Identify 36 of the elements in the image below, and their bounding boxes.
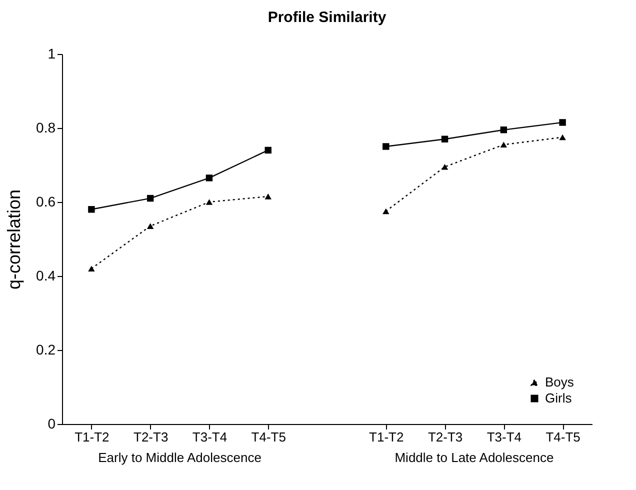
chart-title: Profile Similarity: [268, 9, 387, 26]
x-tick-label: T1-T2: [369, 430, 404, 444]
point: [264, 194, 272, 200]
y-tick-label: 0.8: [36, 120, 56, 136]
y-tick-label: 0: [48, 416, 56, 432]
point: [441, 136, 448, 142]
point: [146, 223, 154, 229]
text: Middle to Late Adolescence: [394, 450, 554, 465]
point: [146, 194, 154, 202]
y-tick-label: 0.6: [36, 194, 56, 210]
x-tick-label: T3-T4: [192, 430, 228, 444]
legend-label: Boys: [545, 374, 574, 390]
point: [88, 266, 95, 272]
y-tick-label: 1: [48, 46, 56, 62]
point: [382, 208, 390, 214]
point: [500, 126, 508, 134]
x-tick-label: T3-T4: [486, 430, 522, 444]
x-tick-label: T2-T3: [133, 430, 168, 444]
point: [500, 142, 508, 148]
y-tick-label: 0.4: [36, 268, 56, 284]
point: [382, 143, 390, 150]
point: [88, 206, 95, 213]
x-tick-label: T4-T5: [546, 430, 580, 444]
y-tick-label: 0.2: [36, 342, 56, 358]
x-tick-label: T2-T3: [428, 430, 463, 444]
x-tick-label: T1-T2: [74, 430, 110, 444]
point: [559, 134, 566, 140]
point: [441, 164, 448, 170]
point: [206, 174, 213, 182]
text: Early to Middle Adolescence: [98, 450, 262, 465]
y-axis-title: q-correlation: [4, 189, 24, 290]
point: [206, 199, 213, 205]
point: [559, 119, 566, 126]
x-tick-label: T4-T5: [251, 430, 286, 444]
legend-label: Girls: [545, 390, 572, 406]
point: [264, 146, 272, 154]
